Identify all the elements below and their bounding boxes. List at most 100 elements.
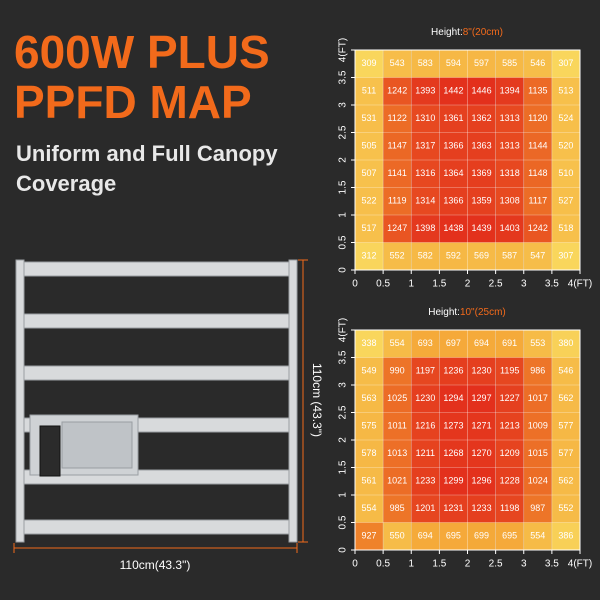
heatmap-cell bbox=[523, 385, 552, 413]
heatmap-cell bbox=[467, 105, 496, 133]
cell-label: 1366 bbox=[443, 141, 463, 151]
heatmap-cell bbox=[523, 215, 552, 243]
cell-label: 561 bbox=[362, 476, 377, 486]
heatmap-cell bbox=[355, 242, 384, 270]
cell-label: 511 bbox=[362, 86, 376, 96]
heatmap-cell bbox=[551, 495, 580, 523]
heatmap-cell bbox=[411, 160, 440, 188]
heatmap-cell bbox=[551, 385, 580, 413]
cell-label: 1398 bbox=[415, 223, 435, 233]
x-tick-label: 1 bbox=[408, 279, 414, 290]
cell-label: 569 bbox=[474, 251, 489, 261]
heatmap-cell bbox=[355, 385, 384, 413]
cell-label: 1021 bbox=[387, 476, 407, 486]
cell-label: 1393 bbox=[415, 86, 435, 96]
heatmap-cell bbox=[551, 77, 580, 105]
heatmap-cell bbox=[467, 77, 496, 105]
cell-label: 694 bbox=[418, 531, 433, 541]
heatmap-cell bbox=[523, 495, 552, 523]
x-tick-label: 2.5 bbox=[489, 279, 503, 290]
cell-label: 1122 bbox=[388, 113, 407, 123]
heatmap-cell bbox=[355, 440, 384, 468]
heatmap-cell bbox=[411, 77, 440, 105]
heatmap-cell bbox=[467, 187, 496, 215]
heatmap-cell bbox=[411, 495, 440, 523]
y-tick-label: 3.5 bbox=[338, 350, 349, 364]
cell-label: 927 bbox=[362, 531, 377, 541]
y-tick-label: 3 bbox=[338, 382, 349, 388]
chart-title-value: 8"(20cm) bbox=[463, 27, 503, 38]
heatmap-cell bbox=[411, 330, 440, 358]
heatmap-cell bbox=[355, 187, 384, 215]
heatmap-cell bbox=[551, 330, 580, 358]
heatmap-cell bbox=[355, 132, 384, 160]
heatmap-cell bbox=[383, 412, 412, 440]
cell-label: 1446 bbox=[472, 86, 492, 96]
heatmap-cell bbox=[439, 105, 468, 133]
light-fixture bbox=[15, 259, 298, 543]
chart-title-value: 10"(25cm) bbox=[460, 307, 506, 318]
heatmap-cell bbox=[383, 132, 412, 160]
heatmap-cell bbox=[495, 160, 524, 188]
heatmap-cell bbox=[551, 105, 580, 133]
heatmap-cell bbox=[439, 330, 468, 358]
dimension-lines bbox=[13, 259, 308, 553]
cell-label: 990 bbox=[390, 366, 405, 376]
heatmap-cell bbox=[383, 330, 412, 358]
heatmap-cell bbox=[467, 412, 496, 440]
heatmap-cell bbox=[495, 242, 524, 270]
heatmap-cell bbox=[439, 495, 468, 523]
heatmap-cell bbox=[551, 132, 580, 160]
chart-title: Height:8"(20cm) bbox=[431, 27, 503, 38]
heatmap-cell bbox=[383, 495, 412, 523]
x-tick-label: 0 bbox=[352, 559, 358, 570]
heatmap-cell bbox=[467, 132, 496, 160]
heatmap-cell bbox=[439, 467, 468, 495]
cell-label: 520 bbox=[558, 141, 573, 151]
cell-label: 1359 bbox=[472, 196, 492, 206]
cell-label: 697 bbox=[446, 338, 461, 348]
heatmap-cell bbox=[383, 50, 412, 78]
heatmap-cell bbox=[383, 187, 412, 215]
y-tick-label: 3 bbox=[338, 102, 349, 108]
heatmap-cell bbox=[523, 187, 552, 215]
heatmap-cell bbox=[551, 357, 580, 385]
dimension-width: 110cm(43.3") bbox=[120, 558, 191, 572]
heatmap-cell bbox=[523, 77, 552, 105]
heatmap-cell bbox=[523, 132, 552, 160]
heatmap-cell bbox=[355, 330, 384, 358]
heatmap-cell bbox=[439, 215, 468, 243]
x-tick-label: 4(FT) bbox=[568, 559, 592, 570]
heatmap-cell bbox=[495, 105, 524, 133]
cell-label: 507 bbox=[362, 168, 377, 178]
heatmap-cell bbox=[523, 357, 552, 385]
x-tick-label: 0.5 bbox=[376, 279, 390, 290]
x-tick-label: 4(FT) bbox=[568, 279, 592, 290]
cell-label: 1209 bbox=[500, 448, 520, 458]
cell-label: 543 bbox=[390, 58, 405, 68]
heatmap-cell bbox=[551, 50, 580, 78]
cell-label: 1310 bbox=[415, 113, 435, 123]
y-tick-label: 2 bbox=[338, 437, 349, 443]
heatmap-cell bbox=[467, 330, 496, 358]
cell-label: 1011 bbox=[388, 421, 407, 431]
heatmap-cell bbox=[523, 522, 552, 550]
cell-label: 524 bbox=[558, 113, 573, 123]
cell-label: 1195 bbox=[500, 366, 519, 376]
cell-label: 1197 bbox=[416, 366, 435, 376]
heatmap-cell bbox=[495, 522, 524, 550]
heatmap-cell bbox=[383, 357, 412, 385]
heatmap-cell bbox=[551, 187, 580, 215]
cell-label: 1314 bbox=[415, 196, 435, 206]
cell-label: 1313 bbox=[500, 113, 520, 123]
heatmap-cell bbox=[551, 160, 580, 188]
x-tick-label: 2 bbox=[465, 279, 471, 290]
cell-label: 1294 bbox=[443, 393, 463, 403]
cell-label: 522 bbox=[362, 196, 377, 206]
heatmap-cell bbox=[495, 330, 524, 358]
heatmap-cell bbox=[467, 467, 496, 495]
cell-label: 1231 bbox=[443, 503, 463, 513]
heatmap-cell bbox=[467, 440, 496, 468]
cell-label: 1439 bbox=[472, 223, 492, 233]
cell-label: 1233 bbox=[472, 503, 492, 513]
